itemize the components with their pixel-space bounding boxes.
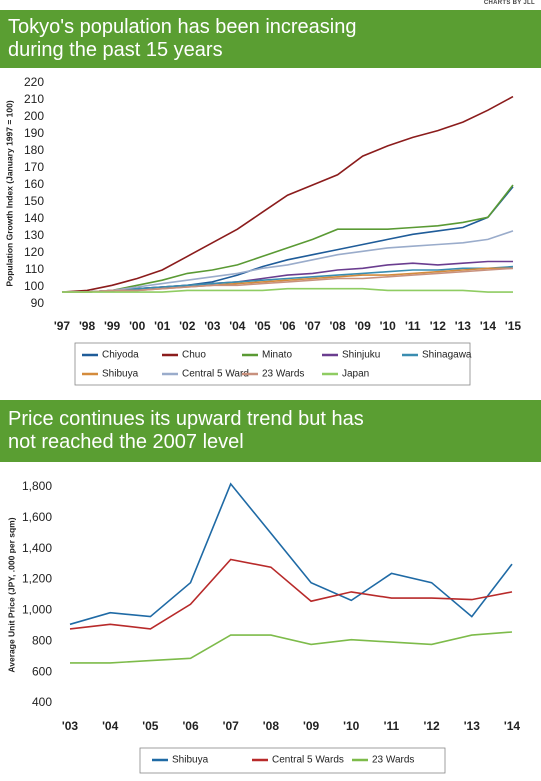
y-tick-label: 400 xyxy=(32,695,52,709)
x-tick-label: '14 xyxy=(480,319,497,333)
y-tick-label: 120 xyxy=(24,245,44,259)
line-series xyxy=(62,186,514,293)
x-tick-label: '15 xyxy=(505,319,522,333)
x-tick-label: '06 xyxy=(182,719,199,733)
x-tick-label: '10 xyxy=(380,319,397,333)
legend-box xyxy=(74,342,471,386)
x-tick-label: '04 xyxy=(229,319,246,333)
y-tick-label: 1,800 xyxy=(22,479,52,493)
y-tick-label: 220 xyxy=(24,75,44,89)
y-tick-label: 200 xyxy=(24,109,44,123)
line-series xyxy=(62,287,513,293)
y-axis-title: Average Unit Price (JPY, .000 per sqm) xyxy=(6,517,16,672)
legend-label: Central 5 Wards xyxy=(272,755,344,766)
x-tick-label: '05 xyxy=(142,719,159,733)
legend-label: Minato xyxy=(262,350,292,361)
legend-label: Shibuya xyxy=(102,369,139,380)
y-tick-label: 190 xyxy=(24,126,44,140)
line-series xyxy=(62,265,514,293)
x-tick-label: '98 xyxy=(79,319,96,333)
y-tick-label: 600 xyxy=(32,664,52,678)
line-series xyxy=(62,230,514,293)
y-tick-label: 1,200 xyxy=(22,572,52,586)
y-tick-label: 180 xyxy=(24,143,44,157)
line-series xyxy=(62,267,514,293)
line-series xyxy=(62,184,514,293)
x-tick-label: '97 xyxy=(54,319,71,333)
x-tick-label: '00 xyxy=(129,319,146,333)
x-tick-label: '09 xyxy=(303,719,320,733)
y-tick-label: 1,600 xyxy=(22,510,52,524)
legend-box xyxy=(139,747,446,774)
legend-label: 23 Wards xyxy=(262,369,304,380)
x-tick-label: '11 xyxy=(405,319,421,333)
x-tick-label: '10 xyxy=(343,719,360,733)
x-tick-label: '13 xyxy=(455,319,472,333)
x-tick-label: '08 xyxy=(330,319,347,333)
legend-label: Chuo xyxy=(182,350,206,361)
y-axis-title: Population Growth Index (January 1997 = … xyxy=(4,100,14,287)
x-tick-label: '07 xyxy=(304,319,321,333)
x-tick-label: '06 xyxy=(279,319,296,333)
title-band xyxy=(0,400,541,462)
y-tick-label: 170 xyxy=(24,160,44,174)
x-tick-label: '09 xyxy=(355,319,372,333)
x-tick-label: '12 xyxy=(430,319,447,333)
credit: CHARTS BY JLL xyxy=(483,0,535,6)
title-band xyxy=(0,10,541,68)
x-tick-label: '07 xyxy=(223,719,240,733)
legend-label: Chiyoda xyxy=(102,350,139,361)
chart-title: Price continues its upward trend but has… xyxy=(8,408,364,453)
line-series xyxy=(61,95,514,293)
y-tick-label: 130 xyxy=(24,228,44,242)
legend-label: Shibuya xyxy=(172,755,209,766)
x-tick-label: '05 xyxy=(254,319,271,333)
x-tick-label: '03 xyxy=(204,319,221,333)
chart-title: Tokyo's population has been increasing d… xyxy=(8,16,357,61)
x-tick-label: '14 xyxy=(504,719,521,733)
y-tick-label: 1,400 xyxy=(22,541,52,555)
line-series xyxy=(69,482,513,626)
line-series xyxy=(70,631,513,664)
y-tick-label: 100 xyxy=(24,279,44,293)
line-series xyxy=(69,558,513,630)
legend-label: Shinjuku xyxy=(342,350,380,361)
y-tick-label: 140 xyxy=(24,211,44,225)
x-tick-label: '02 xyxy=(179,319,196,333)
y-tick-label: 110 xyxy=(25,262,44,276)
x-tick-label: '13 xyxy=(464,719,481,733)
x-tick-label: '12 xyxy=(424,719,441,733)
y-tick-label: 1,000 xyxy=(22,603,52,617)
x-tick-label: '08 xyxy=(263,719,280,733)
legend-label: Central 5 Ward xyxy=(182,369,249,380)
x-tick-label: '01 xyxy=(154,319,171,333)
x-tick-label: '99 xyxy=(104,319,121,333)
y-tick-label: 800 xyxy=(32,633,52,647)
y-tick-label: 150 xyxy=(24,194,44,208)
y-tick-label: 90 xyxy=(31,296,45,310)
x-tick-label: '04 xyxy=(102,719,119,733)
y-tick-label: 210 xyxy=(24,92,44,106)
legend-label: 23 Wards xyxy=(372,755,414,766)
legend-label: Japan xyxy=(342,369,369,380)
y-tick-label: 160 xyxy=(24,177,44,191)
x-tick-label: '03 xyxy=(62,719,79,733)
legend-label: Shinagawa xyxy=(422,350,472,361)
x-tick-label: '11 xyxy=(384,719,400,733)
